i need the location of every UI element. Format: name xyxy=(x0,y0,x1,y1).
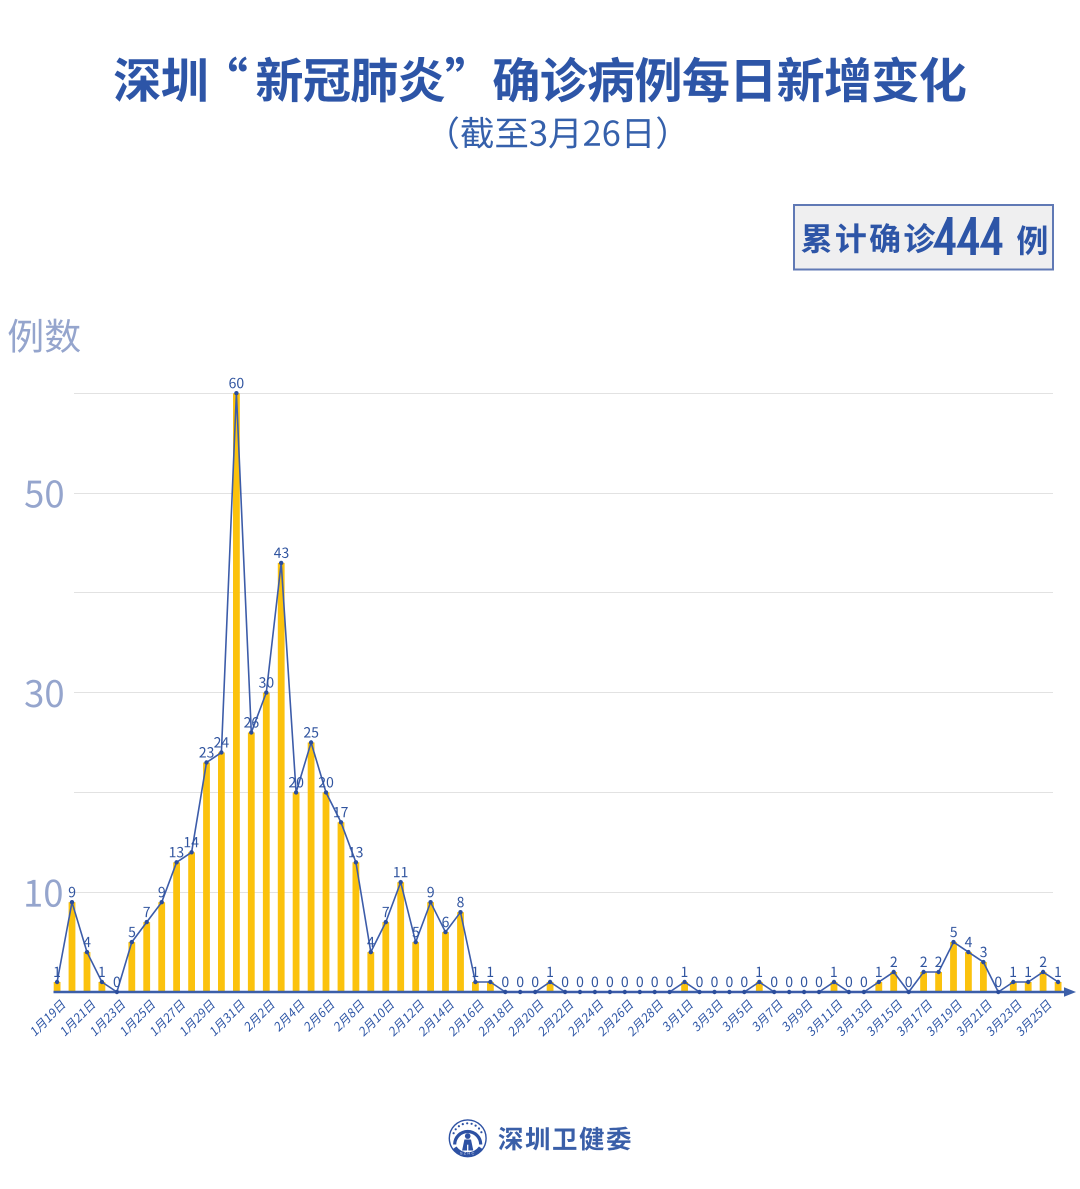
svg-text:SZHC: SZHC xyxy=(460,1151,476,1156)
